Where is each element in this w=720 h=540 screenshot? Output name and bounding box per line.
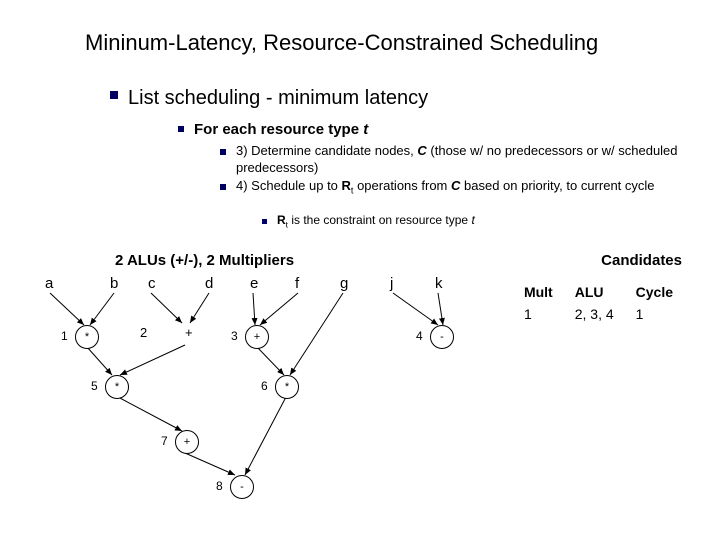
node-plain-plus: + xyxy=(185,325,193,340)
square-bullet-icon xyxy=(110,91,118,99)
node-num-4: 4 xyxy=(416,329,423,343)
l2-italic: t xyxy=(363,121,368,138)
square-bullet-icon xyxy=(178,126,184,132)
table-cell: 1 xyxy=(514,304,563,324)
node-6: * xyxy=(275,375,299,399)
node-3: + xyxy=(245,325,269,349)
col-label-j: j xyxy=(390,275,393,292)
l3b-mid: operations from xyxy=(353,178,451,193)
l3b-c: C xyxy=(451,178,460,193)
l3a-text: 3) Determine candidate nodes, C (those w… xyxy=(236,143,700,177)
node-4: - xyxy=(430,325,454,349)
l4-mid: is the constraint on resource type xyxy=(288,213,471,227)
node-num-7: 7 xyxy=(161,434,168,448)
col-label-e: e xyxy=(250,275,258,292)
node-num-1: 1 xyxy=(61,329,68,343)
col-label-f: f xyxy=(295,275,299,292)
l4-it: t xyxy=(471,213,474,227)
table-row: 12, 3, 41 xyxy=(514,304,683,324)
col-label-g: g xyxy=(340,275,348,292)
l4-text: Rt is the constraint on resource type t xyxy=(277,213,475,230)
l2-text: For each resource type t xyxy=(194,120,368,140)
bullet-level-2: For each resource type t xyxy=(178,120,368,140)
col-label-d: d xyxy=(205,275,213,292)
l3a-c: C xyxy=(417,143,426,158)
square-bullet-icon xyxy=(262,219,267,224)
node-num-6: 6 xyxy=(261,379,268,393)
l1-text: List scheduling - minimum latency xyxy=(128,85,428,111)
bullet-level-1: List scheduling - minimum latency xyxy=(110,85,428,111)
candidates-label: Candidates xyxy=(601,252,682,269)
node-5: * xyxy=(105,375,129,399)
bullet-level-3a: 3) Determine candidate nodes, C (those w… xyxy=(220,143,700,177)
square-bullet-icon xyxy=(220,149,226,155)
node-num-5: 5 xyxy=(91,379,98,393)
node-num-8: 8 xyxy=(216,479,223,493)
node-8: - xyxy=(230,475,254,499)
bullet-level-4: Rt is the constraint on resource type t xyxy=(262,213,682,230)
l3b-pre: 4) Schedule up to xyxy=(236,178,342,193)
l3b-post: based on priority, to current cycle xyxy=(460,178,654,193)
col-label-c: c xyxy=(148,275,156,292)
table-header: Mult xyxy=(514,282,563,302)
col-label-b: b xyxy=(110,275,118,292)
table-cell: 1 xyxy=(626,304,683,324)
col-label-k: k xyxy=(435,275,443,292)
node-plain-2: 2 xyxy=(140,325,147,340)
square-bullet-icon xyxy=(220,184,226,190)
bullet-level-3b: 4) Schedule up to Rt operations from C b… xyxy=(220,178,700,197)
table-cell: 2, 3, 4 xyxy=(565,304,624,324)
node-num-3: 3 xyxy=(231,329,238,343)
node-1: * xyxy=(75,325,99,349)
node-7: + xyxy=(175,430,199,454)
candidates-table: MultALUCycle 12, 3, 41 xyxy=(512,280,685,326)
l3a-pre: 3) Determine candidate nodes, xyxy=(236,143,417,158)
table-header: ALU xyxy=(565,282,624,302)
table-header: Cycle xyxy=(626,282,683,302)
slide-title: Mininum-Latency, Resource-Constrained Sc… xyxy=(85,30,598,56)
l3b-text: 4) Schedule up to Rt operations from C b… xyxy=(236,178,655,197)
l2-pre: For each resource type xyxy=(194,121,363,138)
l3b-r: R xyxy=(342,178,351,193)
resources-label: 2 ALUs (+/-), 2 Multipliers xyxy=(115,252,294,269)
l4-r: R xyxy=(277,213,286,227)
col-label-a: a xyxy=(45,275,53,292)
